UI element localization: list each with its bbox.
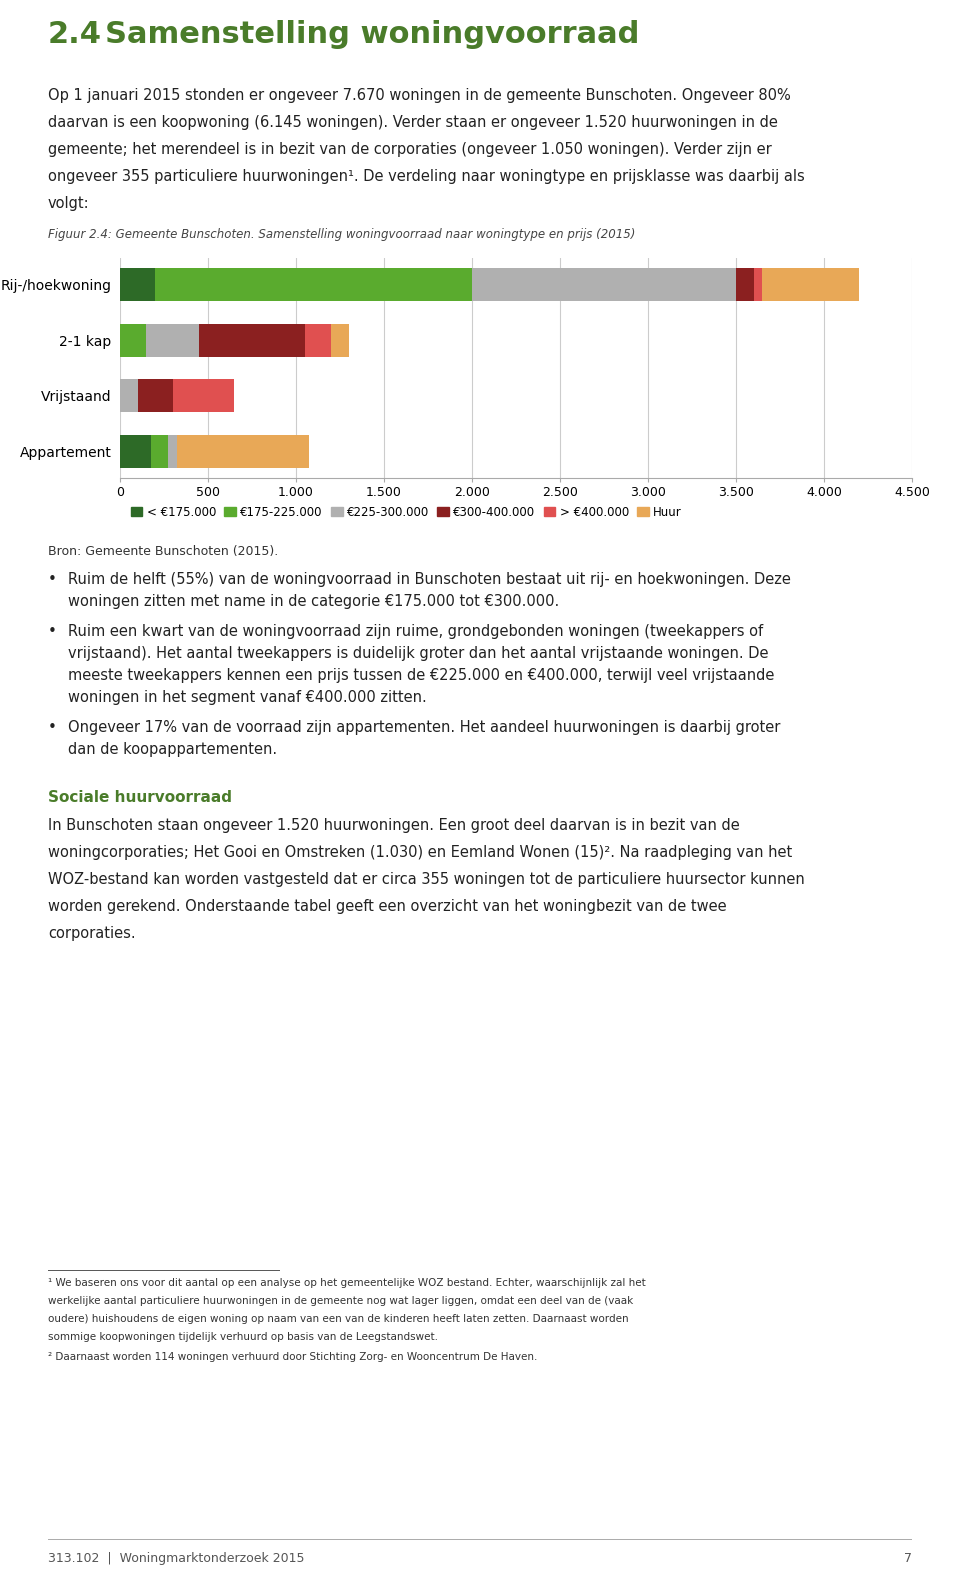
Text: •: • bbox=[48, 573, 57, 587]
Text: woningen in het segment vanaf €400.000 zitten.: woningen in het segment vanaf €400.000 z… bbox=[68, 690, 427, 705]
Text: Ongeveer 17% van de voorraad zijn appartementen. Het aandeel huurwoningen is daa: Ongeveer 17% van de voorraad zijn appart… bbox=[68, 721, 780, 735]
Legend: < €175.000, €175-225.000, €225-300.000, €300-400.000, > €400.000, Huur: < €175.000, €175-225.000, €225-300.000, … bbox=[126, 501, 686, 523]
Text: worden gerekend. Onderstaande tabel geeft een overzicht van het woningbezit van : worden gerekend. Onderstaande tabel geef… bbox=[48, 899, 727, 913]
Text: dan de koopappartementen.: dan de koopappartementen. bbox=[68, 741, 277, 757]
Text: Sociale huurvoorraad: Sociale huurvoorraad bbox=[48, 791, 232, 805]
Text: gemeente; het merendeel is in bezit van de corporaties (ongeveer 1.050 woningen): gemeente; het merendeel is in bezit van … bbox=[48, 142, 772, 158]
Text: daarvan is een koopwoning (6.145 woningen). Verder staan er ongeveer 1.520 huurw: daarvan is een koopwoning (6.145 woninge… bbox=[48, 115, 778, 130]
Text: sommige koopwoningen tijdelijk verhuurd op basis van de Leegstandswet.: sommige koopwoningen tijdelijk verhuurd … bbox=[48, 1332, 438, 1341]
Bar bbox=[305, 323, 331, 356]
Text: woningen zitten met name in de categorie €175.000 tot €300.000.: woningen zitten met name in de categorie… bbox=[68, 593, 560, 609]
Text: 2.4: 2.4 bbox=[48, 21, 102, 49]
Text: •: • bbox=[48, 721, 57, 735]
Text: oudere) huishoudens de eigen woning op naam van een van de kinderen heeft laten : oudere) huishoudens de eigen woning op n… bbox=[48, 1314, 629, 1324]
Bar bbox=[120, 434, 151, 468]
Bar bbox=[146, 323, 200, 356]
Text: 313.102  |  Woningmarktonderzoek 2015: 313.102 | Woningmarktonderzoek 2015 bbox=[48, 1551, 304, 1566]
Text: Ruim een kwart van de woningvoorraad zijn ruime, grondgebonden woningen (tweekap: Ruim een kwart van de woningvoorraad zij… bbox=[68, 624, 763, 640]
Bar bbox=[331, 323, 348, 356]
Bar bbox=[762, 267, 859, 301]
Text: Figuur 2.4: Gemeente Bunschoten. Samenstelling woningvoorraad naar woningtype en: Figuur 2.4: Gemeente Bunschoten. Samenst… bbox=[48, 228, 636, 240]
Text: Bron: Gemeente Bunschoten (2015).: Bron: Gemeente Bunschoten (2015). bbox=[48, 546, 278, 558]
Text: Op 1 januari 2015 stonden er ongeveer 7.670 woningen in de gemeente Bunschoten. : Op 1 januari 2015 stonden er ongeveer 7.… bbox=[48, 88, 791, 103]
Bar bbox=[178, 434, 309, 468]
Text: 7: 7 bbox=[904, 1551, 912, 1566]
Bar bbox=[736, 267, 754, 301]
Text: woningcorporaties; Het Gooi en Omstreken (1.030) en Eemland Wonen (15)². Na raad: woningcorporaties; Het Gooi en Omstreken… bbox=[48, 845, 792, 861]
Bar bbox=[137, 379, 173, 412]
Bar bbox=[754, 267, 762, 301]
Text: In Bunschoten staan ongeveer 1.520 huurwoningen. Een groot deel daarvan is in be: In Bunschoten staan ongeveer 1.520 huurw… bbox=[48, 818, 740, 834]
Text: •: • bbox=[48, 624, 57, 640]
Text: ¹ We baseren ons voor dit aantal op een analyse op het gemeentelijke WOZ bestand: ¹ We baseren ons voor dit aantal op een … bbox=[48, 1278, 646, 1289]
Text: ongeveer 355 particuliere huurwoningen¹. De verdeling naar woningtype en prijskl: ongeveer 355 particuliere huurwoningen¹.… bbox=[48, 169, 804, 185]
Text: Samenstelling woningvoorraad: Samenstelling woningvoorraad bbox=[105, 21, 639, 49]
Bar bbox=[120, 323, 146, 356]
Text: werkelijke aantal particuliere huurwoningen in de gemeente nog wat lager liggen,: werkelijke aantal particuliere huurwonin… bbox=[48, 1297, 634, 1306]
Text: corporaties.: corporaties. bbox=[48, 926, 135, 940]
Bar bbox=[120, 267, 156, 301]
Text: meeste tweekappers kennen een prijs tussen de €225.000 en €400.000, terwijl veel: meeste tweekappers kennen een prijs tuss… bbox=[68, 668, 775, 683]
Bar bbox=[173, 379, 234, 412]
Bar bbox=[200, 323, 305, 356]
Bar bbox=[156, 267, 472, 301]
Bar bbox=[120, 379, 137, 412]
Bar bbox=[472, 267, 736, 301]
Bar bbox=[168, 434, 178, 468]
Text: WOZ-bestand kan worden vastgesteld dat er circa 355 woningen tot de particuliere: WOZ-bestand kan worden vastgesteld dat e… bbox=[48, 872, 804, 888]
Text: Ruim de helft (55%) van de woningvoorraad in Bunschoten bestaat uit rij- en hoek: Ruim de helft (55%) van de woningvoorraa… bbox=[68, 573, 791, 587]
Bar bbox=[151, 434, 168, 468]
Text: vrijstaand). Het aantal tweekappers is duidelijk groter dan het aantal vrijstaan: vrijstaand). Het aantal tweekappers is d… bbox=[68, 646, 769, 660]
Text: volgt:: volgt: bbox=[48, 196, 89, 212]
Text: ² Daarnaast worden 114 woningen verhuurd door Stichting Zorg- en Wooncentrum De : ² Daarnaast worden 114 woningen verhuurd… bbox=[48, 1352, 538, 1362]
